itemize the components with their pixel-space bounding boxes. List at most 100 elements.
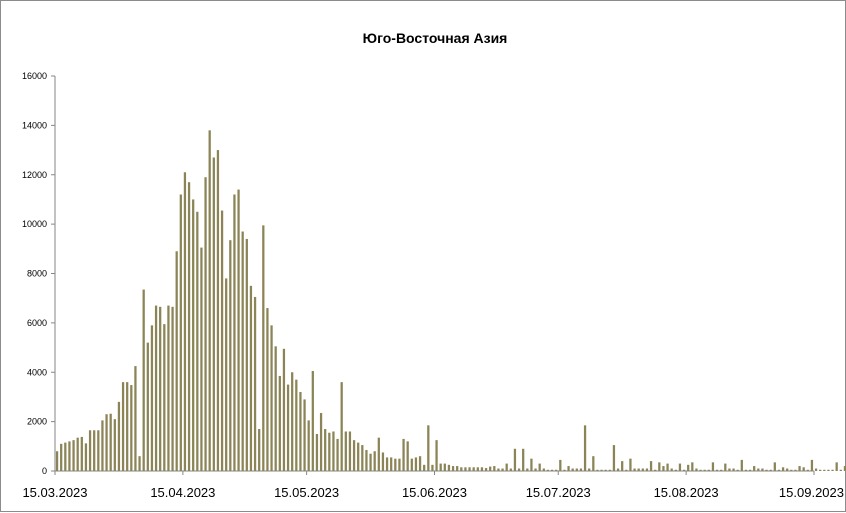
bar (427, 425, 430, 471)
bar (517, 468, 521, 471)
bar (163, 324, 166, 471)
bar (464, 467, 467, 471)
bar (307, 420, 310, 471)
bar (237, 189, 240, 471)
bar (786, 468, 789, 471)
bar (154, 305, 158, 471)
bar (418, 456, 422, 471)
bar (365, 450, 368, 471)
bar (216, 150, 220, 471)
bar (616, 468, 620, 471)
x-tick-label: 15.04.2023 (150, 485, 215, 500)
bar (761, 468, 764, 471)
bar (146, 342, 149, 472)
y-tick-label: 16000 (22, 71, 47, 81)
bar (357, 442, 360, 471)
bar (571, 468, 574, 471)
bar (505, 463, 508, 471)
bar (76, 437, 79, 471)
bar (97, 430, 100, 471)
bar (468, 467, 471, 471)
bar (662, 466, 665, 471)
bar (711, 462, 715, 471)
bar (621, 461, 624, 472)
bar (559, 459, 562, 471)
bar (278, 375, 281, 471)
bar (253, 296, 257, 471)
bar (266, 308, 269, 471)
bar (336, 438, 339, 471)
bar (233, 194, 236, 471)
bar (843, 466, 846, 471)
bar (130, 385, 133, 471)
y-tick-label: 4000 (27, 367, 47, 377)
bar (439, 463, 442, 471)
bar (105, 414, 108, 471)
bar (534, 468, 537, 471)
bar (93, 430, 96, 471)
x-tick-label: 15.06.2023 (402, 485, 467, 500)
bar (588, 468, 591, 471)
bar (757, 468, 760, 471)
bar (126, 382, 129, 472)
bar (295, 379, 298, 471)
bar (472, 467, 475, 471)
bar (377, 437, 380, 471)
bar (159, 306, 162, 471)
y-axis: 0 2000 4000 6000 8000 10000 12000 14000 16000 (22, 71, 55, 476)
bar (196, 211, 199, 471)
bar (406, 441, 409, 472)
bar (64, 442, 67, 471)
bar (381, 452, 385, 471)
bar (262, 225, 265, 471)
bar (282, 348, 286, 471)
bar (398, 458, 401, 471)
bar (348, 431, 352, 471)
bar (629, 458, 632, 471)
x-axis: 15.03.2023 15.04.2023 15.05.2023 15.06.2023… (22, 471, 844, 500)
bar (604, 469, 607, 471)
bar (666, 463, 669, 471)
bar (390, 457, 393, 471)
bar (682, 469, 686, 471)
bar (220, 210, 224, 472)
bar (740, 459, 743, 471)
bar (678, 463, 682, 471)
bar (819, 469, 822, 471)
bar (810, 459, 814, 471)
y-tick-label: 14000 (22, 120, 47, 130)
bar (443, 463, 446, 471)
bar (480, 467, 484, 471)
y-tick-label: 6000 (27, 318, 47, 328)
bar (476, 467, 479, 471)
bar (608, 469, 611, 471)
bar (579, 468, 583, 471)
bar (286, 384, 290, 471)
bar (806, 469, 809, 471)
bar (592, 456, 595, 471)
bar (258, 429, 261, 471)
bar (68, 441, 71, 472)
bar (691, 462, 694, 471)
bar (699, 469, 702, 471)
bar (352, 440, 356, 471)
bar (555, 469, 558, 471)
bar (229, 240, 232, 471)
bar (633, 468, 636, 471)
bar (724, 463, 727, 471)
y-tick-label: 10000 (22, 219, 47, 229)
bar (596, 469, 599, 471)
x-tick-label: 15.08.2023 (654, 485, 719, 500)
bar (167, 305, 170, 471)
bar (410, 458, 413, 471)
bar (200, 247, 203, 471)
bar (344, 431, 347, 471)
bar (654, 469, 657, 471)
bar (612, 445, 616, 471)
bar (361, 445, 364, 471)
bar (451, 466, 455, 471)
bar (187, 182, 191, 471)
y-tick-label: 0 (42, 466, 47, 476)
bar (575, 468, 578, 471)
bar (150, 325, 154, 471)
